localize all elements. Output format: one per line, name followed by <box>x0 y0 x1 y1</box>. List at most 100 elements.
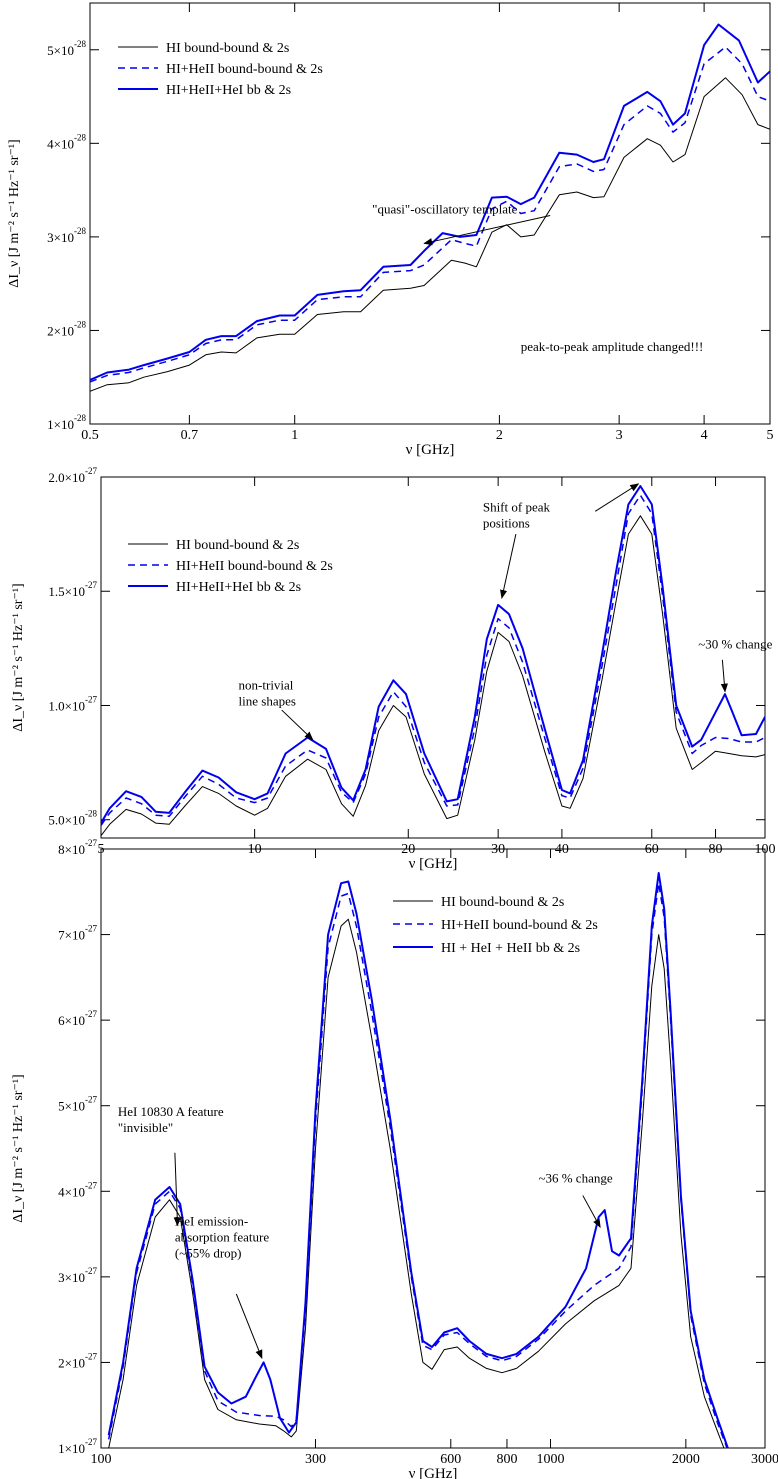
y-tick-mantissa: 2×10 <box>47 323 74 338</box>
series-line-3 <box>101 485 765 824</box>
annotation-text: "quasi"-oscillatory template <box>372 202 517 217</box>
y-tick-label: 1.0×10-27 <box>48 694 97 713</box>
annotation-arrow-2 <box>595 483 640 512</box>
series-line-1 <box>90 77 770 392</box>
plot-frame <box>100 848 766 1449</box>
annotation: HeI 10830 A feature"invisible" <box>118 1104 224 1227</box>
annotation-arrow <box>500 534 517 599</box>
y-tick-exponent: -27 <box>85 1180 97 1190</box>
y-tick-label: 2×10-27 <box>58 1351 97 1370</box>
y-tick-label: 6×10-27 <box>58 1009 97 1028</box>
x-tick-label: 1000 <box>537 1452 565 1467</box>
annotation-text: HeI 10830 A feature <box>118 1104 224 1119</box>
x-tick-label: 800 <box>496 1452 517 1467</box>
x-tick-label: 4 <box>701 428 708 443</box>
x-tick-label: 600 <box>440 1452 461 1467</box>
y-tick-mantissa: 8×10 <box>58 842 85 857</box>
y-tick-mantissa: 3×10 <box>58 1270 85 1285</box>
annotation-arrow <box>281 709 314 741</box>
legend: HI bound-bound & 2s HI+HeII bound-bound &… <box>393 895 598 956</box>
annotation-arrow <box>235 1293 263 1359</box>
x-tick-label: 2000 <box>672 1452 700 1467</box>
y-tick-label: 1×10-28 <box>47 413 86 432</box>
y-tick-exponent: -28 <box>74 132 86 142</box>
series-line-3 <box>107 872 729 1448</box>
annotation-text-line2: absorption feature <box>175 1230 269 1245</box>
y-tick-label: 7×10-27 <box>58 924 97 943</box>
legend-label: HI+HeII bound-bound & 2s <box>166 62 323 77</box>
annotation-text: peak-to-peak amplitude changed!!! <box>521 339 704 354</box>
y-tick-mantissa: 1.0×10 <box>48 698 85 713</box>
y-axis-label: ΔI_ν [J m⁻² s⁻¹ Hz⁻¹ sr⁻¹] <box>7 139 22 287</box>
annotation: peak-to-peak amplitude changed!!! <box>521 339 704 354</box>
y-tick-mantissa: 1.5×10 <box>48 584 85 599</box>
y-tick-mantissa: 4×10 <box>47 136 74 151</box>
annotation-text: Shift of peak <box>483 499 551 514</box>
x-tick-label: 3000 <box>751 1452 778 1467</box>
y-tick-exponent: -28 <box>85 809 97 819</box>
y-tick-label: 5.0×10-28 <box>48 809 97 828</box>
y-tick-exponent: -27 <box>85 694 97 704</box>
annotation-text-line2: positions <box>483 515 530 530</box>
legend-label: HI+HeII+HeI bb & 2s <box>176 580 301 595</box>
chart-panel-2: 51020304060801005.0×10-281.0×10-271.5×10… <box>11 466 776 872</box>
y-tick-mantissa: 5×10 <box>58 1099 85 1114</box>
x-tick-label: 300 <box>305 1452 326 1467</box>
legend-label: HI+HeII bound-bound & 2s <box>176 559 333 574</box>
y-tick-exponent: -28 <box>74 39 86 49</box>
x-tick-label: 1 <box>291 428 298 443</box>
y-tick-label: 1×10-27 <box>58 1437 97 1456</box>
y-tick-exponent: -28 <box>74 319 86 329</box>
annotation: "quasi"-oscillatory template <box>372 202 551 246</box>
annotation: ~30 % change <box>698 636 773 693</box>
y-tick-label: 3×10-28 <box>47 226 86 245</box>
y-tick-label: 5×10-28 <box>47 39 86 58</box>
annotation-arrow <box>720 659 728 693</box>
annotation-text: ~30 % change <box>698 636 772 651</box>
annotation-text-line2: "invisible" <box>118 1120 173 1135</box>
y-tick-mantissa: 6×10 <box>58 1013 85 1028</box>
annotation-text: non-trivial <box>239 677 294 692</box>
annotation-arrow <box>582 1195 601 1229</box>
series-line-1 <box>101 515 765 837</box>
annotation-text-line2: line shapes <box>239 693 296 708</box>
y-tick-label: 4×10-27 <box>58 1180 97 1199</box>
chart-panel-1: 0.5 0.7 1 2 3 4 51×10-282×10-283×10-284×10-285… <box>7 2 774 458</box>
y-tick-mantissa: 7×10 <box>58 928 85 943</box>
y-tick-label: 2.0×10-27 <box>48 466 97 485</box>
chart-panel-3: 100 300 600 800 1000 2000 30001×10-272×10-273×… <box>11 838 778 1479</box>
y-tick-mantissa: 2×10 <box>58 1355 85 1370</box>
y-tick-exponent: -27 <box>85 924 97 934</box>
series-line-1 <box>108 918 725 1448</box>
y-tick-exponent: -27 <box>85 1009 97 1019</box>
y-tick-label: 3×10-27 <box>58 1266 97 1285</box>
legend-label: HI bound-bound & 2s <box>176 538 299 553</box>
legend: HI bound-bound & 2s HI+HeII bound-bound &… <box>128 538 333 595</box>
legend-label: HI bound-bound & 2s <box>166 41 289 56</box>
x-axis-label: ν [GHz] <box>409 856 458 872</box>
x-axis-label: ν [GHz] <box>409 1466 458 1479</box>
y-tick-label: 4×10-28 <box>47 132 86 151</box>
y-tick-exponent: -27 <box>85 1437 97 1447</box>
y-tick-exponent: -28 <box>74 413 86 423</box>
y-tick-label: 5×10-27 <box>58 1095 97 1114</box>
y-tick-label: 8×10-27 <box>58 838 97 857</box>
x-tick-label: 0.7 <box>181 428 199 443</box>
x-tick-label: 2 <box>496 428 503 443</box>
annotation: ~36 % change <box>538 1171 613 1229</box>
annotation-arrow <box>173 1152 181 1227</box>
legend: HI bound-bound & 2s HI+HeII bound-bound &… <box>118 41 323 98</box>
y-tick-exponent: -27 <box>85 838 97 848</box>
y-tick-label: 2×10-28 <box>47 319 86 338</box>
annotation-arrow <box>423 215 551 246</box>
y-tick-exponent: -27 <box>85 466 97 476</box>
legend-label: HI+HeII+HeI bb & 2s <box>166 83 291 98</box>
legend-label: HI+HeII bound-bound & 2s <box>441 918 598 933</box>
y-tick-exponent: -27 <box>85 580 97 590</box>
x-tick-label: 0.5 <box>81 428 99 443</box>
y-tick-exponent: -28 <box>74 226 86 236</box>
y-tick-mantissa: 4×10 <box>58 1184 85 1199</box>
